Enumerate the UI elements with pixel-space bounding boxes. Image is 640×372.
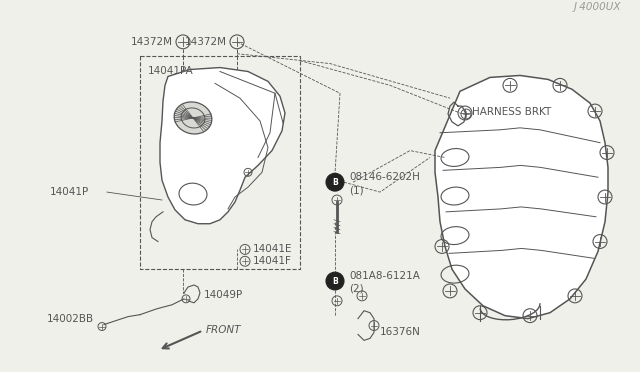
Text: 14041F: 14041F — [253, 256, 292, 266]
Text: 14041E: 14041E — [253, 244, 292, 254]
Text: 14002BB: 14002BB — [47, 314, 94, 324]
Circle shape — [326, 272, 344, 290]
Text: 14041P: 14041P — [50, 187, 89, 197]
Text: (1): (1) — [349, 185, 364, 195]
Text: 14049P: 14049P — [204, 290, 243, 300]
Text: 081A8-6121A: 081A8-6121A — [349, 271, 420, 281]
Polygon shape — [160, 68, 285, 224]
Ellipse shape — [174, 102, 212, 134]
Polygon shape — [435, 76, 608, 319]
Text: 16376N: 16376N — [380, 327, 421, 337]
Text: B: B — [332, 276, 338, 286]
Text: 14372M: 14372M — [185, 37, 227, 47]
Text: FRONT: FRONT — [206, 326, 241, 336]
Text: 14372M: 14372M — [131, 37, 173, 47]
Circle shape — [326, 173, 344, 191]
Text: 14041PA: 14041PA — [148, 65, 194, 76]
Text: HARNESS BRKT: HARNESS BRKT — [472, 107, 551, 117]
Text: (2): (2) — [349, 284, 364, 294]
Text: B: B — [332, 178, 338, 187]
Text: J 4000UX: J 4000UX — [573, 1, 621, 12]
Text: 08146-6202H: 08146-6202H — [349, 172, 420, 182]
